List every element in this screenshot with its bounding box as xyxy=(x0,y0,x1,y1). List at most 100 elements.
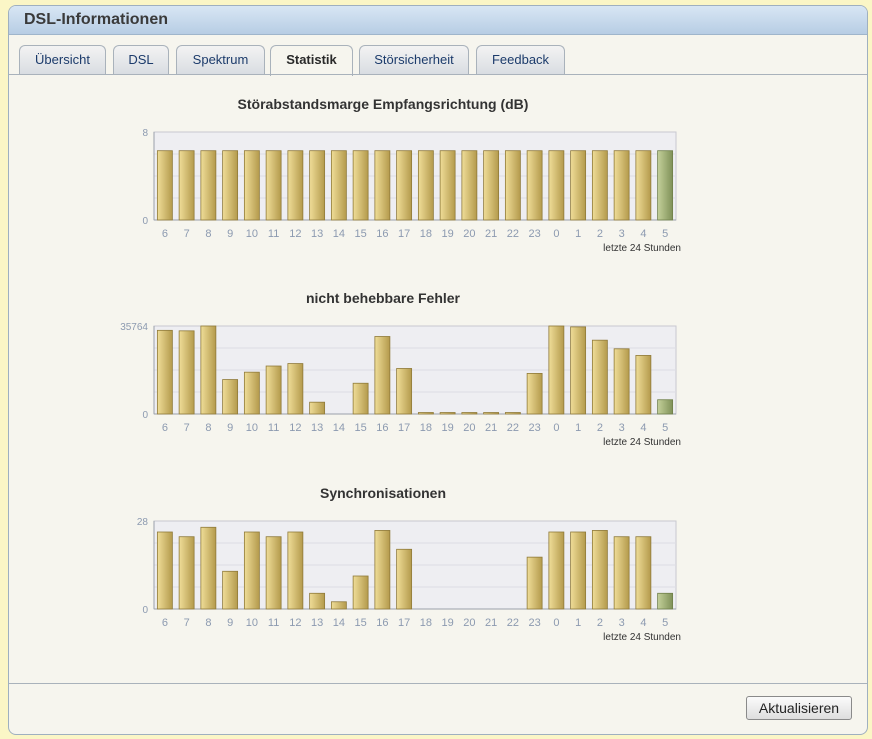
x-tick-label: 4 xyxy=(640,228,646,240)
refresh-button[interactable]: Aktualisieren xyxy=(746,696,852,720)
footer-divider xyxy=(9,683,867,684)
bar xyxy=(526,373,543,415)
bar xyxy=(265,365,282,415)
bar xyxy=(200,325,217,415)
chart-subtitle: letzte 24 Stunden xyxy=(603,437,681,448)
bar xyxy=(309,592,326,610)
bar xyxy=(396,548,413,610)
x-tick-label: 18 xyxy=(420,617,432,629)
x-tick-label: 8 xyxy=(205,617,211,629)
x-tick-label: 23 xyxy=(529,422,541,434)
x-tick-label: 13 xyxy=(311,228,323,240)
x-tick-label: 10 xyxy=(246,228,258,240)
x-tick-label: 17 xyxy=(398,228,410,240)
x-tick-label: 7 xyxy=(184,422,190,434)
x-tick-label: 2 xyxy=(597,422,603,434)
bar xyxy=(374,530,391,610)
x-tick-label: 22 xyxy=(507,617,519,629)
bar xyxy=(287,531,304,610)
x-tick-label: 14 xyxy=(333,228,345,240)
bar xyxy=(591,150,608,221)
snr-margin-chart: 086 7 8 9 10 11 12 13 14 15 16 17 18 19 20 21 22 23 0 1 2 3 4 5… xyxy=(142,128,681,254)
x-tick-label: 19 xyxy=(442,617,454,629)
bar xyxy=(243,531,260,610)
x-tick-label: 5 xyxy=(662,617,668,629)
chart-title: nicht behebbare Fehler xyxy=(305,290,461,306)
tab-uebersicht[interactable]: Übersicht xyxy=(19,45,106,74)
bar xyxy=(591,339,608,415)
x-tick-label: 6 xyxy=(162,228,168,240)
x-tick-label: 0 xyxy=(553,617,559,629)
bar xyxy=(439,412,456,415)
bar xyxy=(439,150,456,221)
tab-feedback[interactable]: Feedback xyxy=(476,45,565,74)
x-tick-label: 16 xyxy=(376,422,388,434)
bar xyxy=(483,412,500,415)
x-tick-label: 1 xyxy=(575,617,581,629)
x-tick-label: 19 xyxy=(442,422,454,434)
tab-stoersicherheit[interactable]: Störsicherheit xyxy=(359,45,469,74)
chart-title: Synchronisationen xyxy=(319,485,447,501)
bar xyxy=(352,382,369,415)
bar-current-hour xyxy=(657,399,674,415)
x-tick-label: 17 xyxy=(398,617,410,629)
bar xyxy=(613,348,630,415)
x-tick-label: 17 xyxy=(398,422,410,434)
bar xyxy=(526,150,543,221)
bar xyxy=(309,401,326,415)
x-tick-label: 3 xyxy=(619,228,625,240)
chart-title: Störabstandsmarge Empfangsrichtung (dB) xyxy=(237,96,529,112)
x-tick-label: 1 xyxy=(575,228,581,240)
bar xyxy=(417,150,434,221)
tab-spektrum[interactable]: Spektrum xyxy=(176,45,265,74)
x-tick-label: 22 xyxy=(507,228,519,240)
bar xyxy=(570,531,587,610)
x-tick-label: 14 xyxy=(333,617,345,629)
bar-current-hour xyxy=(657,592,674,610)
bar xyxy=(570,150,587,221)
x-tick-label: 2 xyxy=(597,228,603,240)
x-tick-label: 9 xyxy=(227,422,233,434)
bar xyxy=(526,556,543,610)
x-tick-label: 10 xyxy=(246,422,258,434)
bar xyxy=(461,412,478,415)
bar xyxy=(374,336,391,415)
tab-dsl[interactable]: DSL xyxy=(113,45,169,74)
window-title: DSL-Informationen xyxy=(24,11,168,28)
bar xyxy=(156,329,173,415)
x-tick-label: 8 xyxy=(205,422,211,434)
bar xyxy=(548,150,565,221)
x-tick-label: 20 xyxy=(463,228,475,240)
x-tick-label: 23 xyxy=(529,617,541,629)
x-tick-label: 0 xyxy=(553,228,559,240)
x-tick-label: 15 xyxy=(355,422,367,434)
bar xyxy=(635,536,652,610)
bar-current-hour xyxy=(657,150,674,221)
x-tick-label: 18 xyxy=(420,422,432,434)
x-tick-label: 5 xyxy=(662,228,668,240)
bar xyxy=(417,412,434,415)
tab-statistik[interactable]: Statistik xyxy=(270,45,353,76)
bar xyxy=(156,150,173,221)
x-tick-label: 19 xyxy=(442,228,454,240)
bar xyxy=(504,412,521,415)
bar xyxy=(222,379,239,415)
bar xyxy=(178,536,195,610)
bar xyxy=(178,150,195,221)
bar xyxy=(330,601,347,610)
x-tick-label: 3 xyxy=(619,617,625,629)
y-tick-label: 0 xyxy=(142,605,148,616)
y-tick-label: 28 xyxy=(137,517,149,528)
x-tick-label: 6 xyxy=(162,422,168,434)
x-tick-label: 8 xyxy=(205,228,211,240)
bar xyxy=(570,326,587,415)
x-tick-label: 4 xyxy=(640,617,646,629)
x-tick-label: 20 xyxy=(463,422,475,434)
bar xyxy=(396,150,413,221)
x-tick-label: 5 xyxy=(662,422,668,434)
x-tick-label: 2 xyxy=(597,617,603,629)
x-tick-label: 7 xyxy=(184,617,190,629)
x-tick-label: 12 xyxy=(289,228,301,240)
bar xyxy=(243,371,260,415)
